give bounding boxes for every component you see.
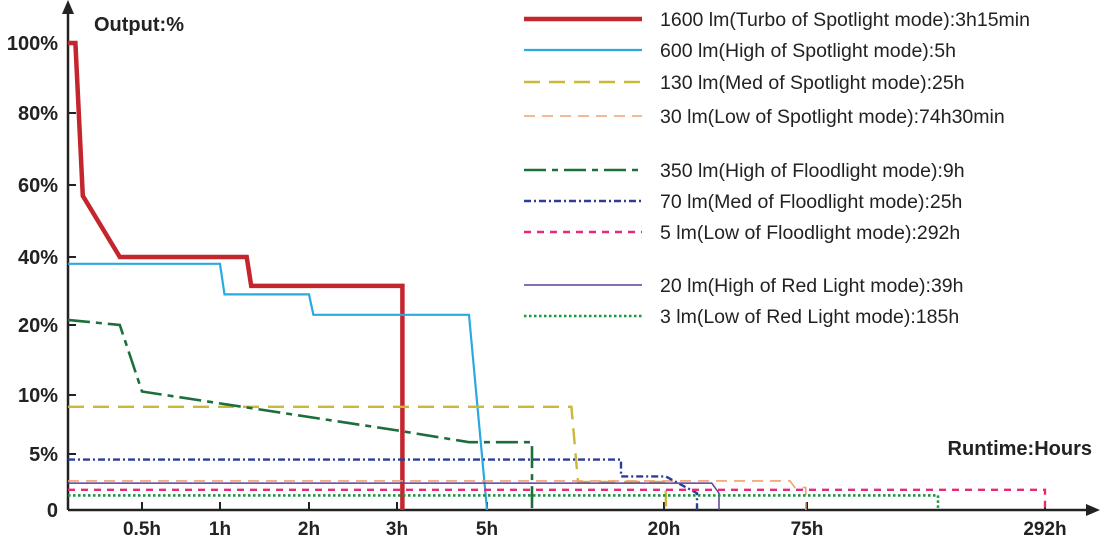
- x-tick-label: 292h: [1023, 519, 1066, 537]
- legend-label: 30 lm(Low of Spotlight mode):74h30min: [660, 106, 1005, 128]
- x-tick-label: 75h: [791, 519, 824, 537]
- y-tick-label: 40%: [18, 247, 58, 269]
- legend-label: 130 lm(Med of Spotlight mode):25h: [660, 72, 965, 94]
- legend-label: 3 lm(Low of Red Light mode):185h: [660, 306, 959, 328]
- legend-label: 600 lm(High of Spotlight mode):5h: [660, 40, 956, 62]
- series-line-2: [68, 262, 489, 511]
- y-tick-label: 100%: [7, 33, 58, 55]
- x-tick-label: 20h: [648, 519, 681, 537]
- series-line-5: [67, 318, 534, 510]
- y-tick-label: 20%: [18, 315, 58, 337]
- legend-label: 70 lm(Med of Floodlight mode):25h: [660, 191, 962, 213]
- legend-label: 350 lm(High of Floodlight mode):9h: [660, 160, 965, 182]
- series-line-4: [68, 480, 807, 510]
- series-line-3: [68, 405, 668, 511]
- x-ticks: 0.5h 1h 2h 3h 5h 20h 75h 292h: [123, 502, 1067, 537]
- y-tick-label: 0: [47, 500, 58, 522]
- x-tick-label: 5h: [476, 519, 498, 537]
- x-axis-arrow-icon: [1086, 504, 1100, 516]
- legend-label: 1600 lm(Turbo of Spotlight mode):3h15min: [660, 9, 1030, 31]
- x-tick-label: 2h: [298, 519, 320, 537]
- series-line-6: [68, 458, 699, 510]
- x-axis-title: Runtime:Hours: [948, 438, 1092, 460]
- y-axis-arrow-icon: [62, 0, 74, 14]
- legend-label: 20 lm(High of Red Light mode):39h: [660, 275, 964, 297]
- y-tick-label: 10%: [18, 385, 58, 407]
- legend-label: 5 lm(Low of Floodlight mode):292h: [660, 222, 960, 244]
- y-tick-label: 80%: [18, 103, 58, 125]
- y-ticks: 100% 80% 60% 40% 20% 10% 5% 0: [7, 33, 76, 522]
- x-tick-label: 0.5h: [123, 519, 161, 537]
- y-tick-label: 60%: [18, 175, 58, 197]
- series-line-9: [68, 494, 940, 510]
- series-lines: [67, 40, 1047, 511]
- series-line-7: [68, 488, 1047, 510]
- x-tick-label: 1h: [209, 519, 231, 537]
- y-tick-label: 5%: [29, 444, 58, 466]
- series-line-8: [68, 482, 720, 510]
- x-tick-label: 3h: [386, 519, 408, 537]
- legend: 1600 lm(Turbo of Spotlight mode):3h15min…: [524, 9, 1030, 328]
- y-axis-title: Output:%: [94, 14, 184, 36]
- series-line-1: [68, 40, 405, 510]
